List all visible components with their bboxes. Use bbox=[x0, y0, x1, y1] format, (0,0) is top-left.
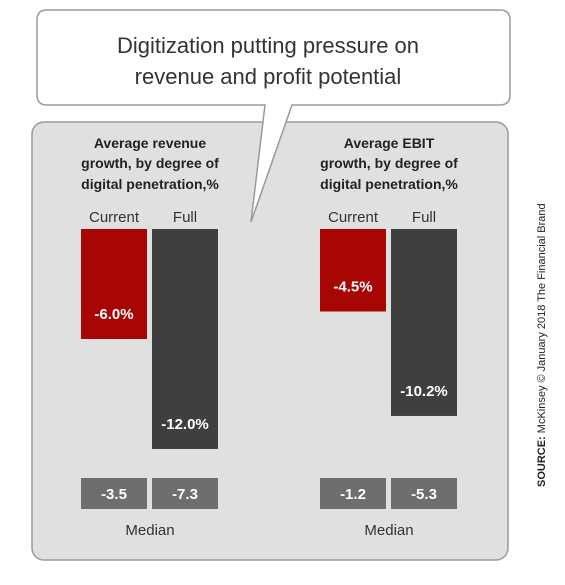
bar-label-panel-2-current: -4.5% bbox=[333, 278, 372, 295]
panel-1-subtitle-line-3: digital penetration,% bbox=[81, 176, 219, 192]
panel-1-bars: -6.0% -12.0% bbox=[81, 229, 218, 449]
chart-title-line-2: revenue and profit potential bbox=[135, 64, 402, 89]
median-box-panel-2-full bbox=[391, 478, 457, 509]
median-value-panel-2-full: -5.3 bbox=[411, 486, 437, 503]
median-value-panel-1-full: -7.3 bbox=[172, 486, 198, 503]
source-text: McKinsey © January 2018 The Financial Br… bbox=[536, 203, 548, 436]
panel-2-subtitle-line-1: Average EBIT bbox=[344, 135, 435, 151]
median-label-panel-1: Median bbox=[125, 522, 174, 539]
panel-2-bars: -4.5% -10.2% bbox=[320, 229, 457, 416]
chart-title-line-1: Digitization putting pressure on bbox=[117, 33, 419, 58]
median-value-panel-1-current: -3.5 bbox=[101, 486, 127, 503]
bar-label-panel-2-full: -10.2% bbox=[400, 383, 448, 400]
panel-2-category-full: Full bbox=[412, 209, 436, 226]
panel-2-subtitle-line-2: growth, by degree of bbox=[320, 155, 458, 171]
panel-2-category-current: Current bbox=[328, 209, 379, 226]
median-label-panel-2: Median bbox=[364, 522, 413, 539]
panel-1-subtitle-line-2: growth, by degree of bbox=[81, 155, 219, 171]
panel-1-category-current: Current bbox=[89, 209, 140, 226]
bar-panel-1-full bbox=[152, 229, 218, 449]
bar-panel-2-current bbox=[320, 229, 386, 312]
median-box-panel-2-current bbox=[320, 478, 386, 509]
panel-2-subtitle-line-3: digital penetration,% bbox=[320, 176, 458, 192]
bar-label-panel-1-full: -12.0% bbox=[161, 416, 209, 433]
median-value-panel-2-current: -1.2 bbox=[340, 486, 366, 503]
bar-label-panel-1-current: -6.0% bbox=[94, 306, 133, 323]
panel-1-category-full: Full bbox=[173, 209, 197, 226]
source-note: SOURCE: McKinsey © January 2018 The Fina… bbox=[536, 203, 548, 487]
bar-panel-1-current bbox=[81, 229, 147, 339]
title-bubble bbox=[36, 9, 511, 223]
panel-1-subtitle-line-1: Average revenue bbox=[94, 135, 207, 151]
source-prefix: SOURCE: bbox=[536, 436, 548, 487]
median-box-panel-1-full bbox=[152, 478, 218, 509]
median-box-panel-1-current bbox=[81, 478, 147, 509]
bar-panel-2-full bbox=[391, 229, 457, 416]
